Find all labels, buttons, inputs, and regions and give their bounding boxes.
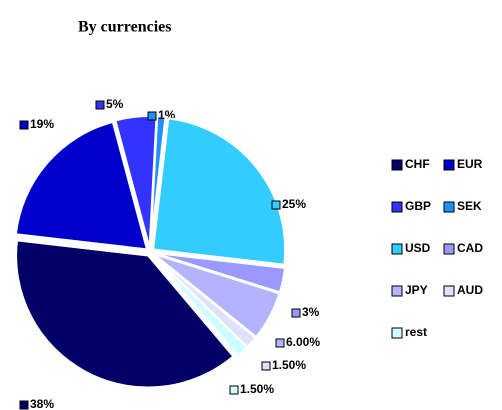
data-label: 19% (30, 117, 54, 131)
legend-swatch (443, 159, 455, 171)
legend-label: JPY (405, 283, 428, 297)
label-swatch (19, 120, 29, 130)
legend-swatch (391, 201, 403, 213)
legend-swatch (443, 285, 455, 297)
legend-label: AUD (457, 283, 483, 297)
pie-slice (152, 117, 287, 266)
legend-label: CAD (457, 241, 483, 255)
data-label: 3% (302, 305, 320, 319)
pie-slice (15, 239, 235, 389)
legend-label: EUR (457, 157, 483, 171)
data-label: 6.00% (286, 335, 320, 349)
legend-swatch (391, 243, 403, 255)
legend-swatch (443, 201, 455, 213)
legend-swatch (391, 159, 403, 171)
data-label: 1.50% (272, 358, 306, 372)
legend-label: GBP (405, 199, 431, 213)
legend-label: CHF (405, 157, 430, 171)
legend-swatch (391, 285, 403, 297)
label-swatch (19, 400, 29, 410)
data-label: 1.50% (240, 382, 274, 396)
pie-slice (14, 120, 149, 251)
label-swatch (147, 111, 157, 121)
pie-slice (151, 254, 249, 358)
legend-label: rest (405, 325, 427, 339)
data-label: 5% (106, 97, 124, 111)
data-label: 38% (30, 397, 54, 410)
legend-label: USD (405, 241, 431, 255)
data-label: 25% (282, 197, 306, 211)
pie-slice (149, 115, 167, 249)
label-swatch (271, 200, 281, 210)
chart-title: By currencies (78, 19, 171, 36)
label-swatch (291, 308, 301, 318)
legend-swatch (391, 327, 403, 339)
legend-label: SEK (457, 199, 482, 213)
label-swatch (229, 385, 239, 395)
legend-swatch (443, 243, 455, 255)
pie-slice (153, 251, 287, 294)
label-swatch (95, 100, 105, 110)
label-swatch (261, 361, 271, 371)
label-swatch (275, 338, 285, 348)
